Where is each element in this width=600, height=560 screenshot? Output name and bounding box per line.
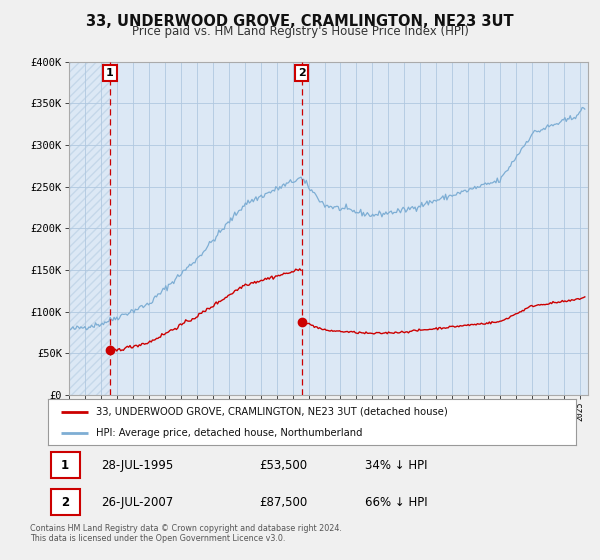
Text: 2: 2 (61, 496, 69, 509)
FancyBboxPatch shape (50, 452, 80, 478)
Text: 26-JUL-2007: 26-JUL-2007 (101, 496, 173, 509)
Text: 33, UNDERWOOD GROVE, CRAMLINGTON, NE23 3UT (detached house): 33, UNDERWOOD GROVE, CRAMLINGTON, NE23 3… (95, 407, 447, 417)
Text: £87,500: £87,500 (259, 496, 307, 509)
Text: 1: 1 (61, 459, 69, 472)
Text: Contains HM Land Registry data © Crown copyright and database right 2024.
This d: Contains HM Land Registry data © Crown c… (30, 524, 342, 543)
Text: 34% ↓ HPI: 34% ↓ HPI (365, 459, 427, 472)
Text: 66% ↓ HPI: 66% ↓ HPI (365, 496, 427, 509)
Text: 2: 2 (298, 68, 305, 78)
Text: 28-JUL-1995: 28-JUL-1995 (101, 459, 173, 472)
Text: HPI: Average price, detached house, Northumberland: HPI: Average price, detached house, Nort… (95, 428, 362, 438)
FancyBboxPatch shape (50, 489, 80, 515)
Text: 1: 1 (106, 68, 114, 78)
Text: Price paid vs. HM Land Registry's House Price Index (HPI): Price paid vs. HM Land Registry's House … (131, 25, 469, 38)
Text: 33, UNDERWOOD GROVE, CRAMLINGTON, NE23 3UT: 33, UNDERWOOD GROVE, CRAMLINGTON, NE23 3… (86, 14, 514, 29)
Text: £53,500: £53,500 (259, 459, 307, 472)
Bar (69, 62, 110, 395)
